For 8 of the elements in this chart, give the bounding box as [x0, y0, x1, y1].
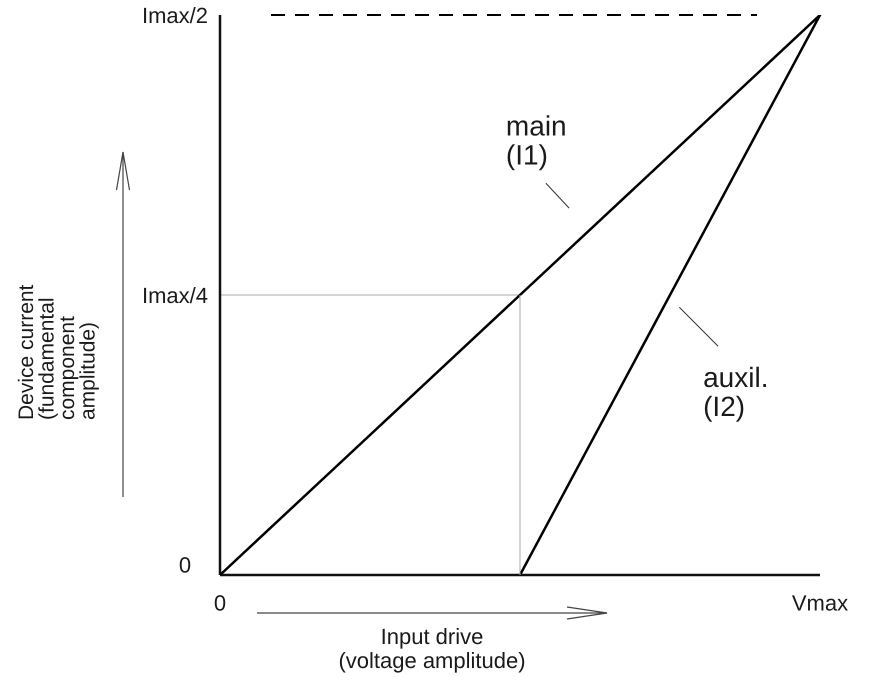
- text: auxil. (I2): [703, 362, 768, 422]
- x-tick-label: Vmax: [792, 590, 848, 616]
- text: main (I1): [506, 110, 567, 170]
- ref-line-label: Imax/2: [142, 2, 208, 28]
- text: 0: [178, 552, 192, 578]
- text: Device current (fundamental component amplitude): [15, 284, 100, 420]
- x-axis-title: Input drive (voltage amplitude): [338, 624, 526, 673]
- ref-line-label: Imax/4: [142, 282, 208, 308]
